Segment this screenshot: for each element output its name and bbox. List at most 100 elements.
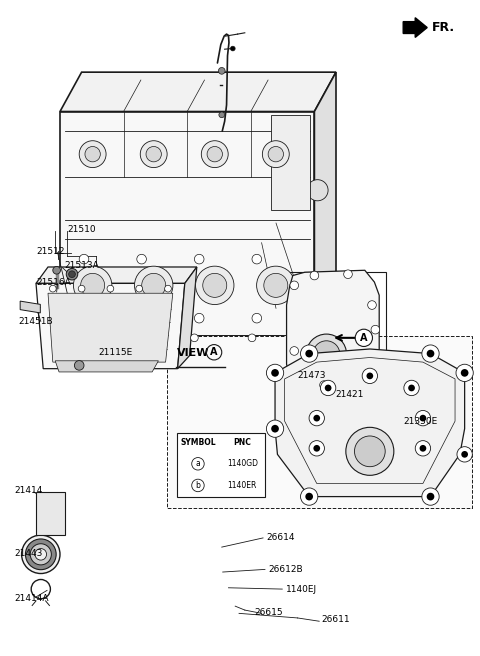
Circle shape	[266, 420, 284, 438]
Text: PNC: PNC	[233, 438, 252, 447]
Text: 1140ER: 1140ER	[228, 481, 257, 490]
Circle shape	[461, 369, 468, 377]
Circle shape	[300, 488, 318, 505]
Text: 21516A: 21516A	[36, 277, 71, 287]
Bar	[36, 492, 65, 535]
Bar	[288, 272, 386, 399]
Circle shape	[300, 395, 307, 401]
Circle shape	[415, 441, 431, 456]
Polygon shape	[314, 72, 336, 344]
Text: a: a	[429, 494, 432, 499]
Circle shape	[248, 334, 256, 342]
Circle shape	[194, 314, 204, 323]
Circle shape	[69, 271, 75, 277]
Polygon shape	[36, 283, 185, 369]
Circle shape	[257, 266, 295, 304]
Circle shape	[362, 368, 377, 384]
Circle shape	[457, 447, 472, 462]
Text: a: a	[273, 371, 277, 375]
Circle shape	[218, 68, 225, 74]
Circle shape	[79, 141, 106, 167]
Circle shape	[422, 345, 439, 362]
Polygon shape	[48, 293, 173, 362]
Circle shape	[165, 285, 171, 292]
Polygon shape	[55, 361, 158, 372]
Circle shape	[66, 268, 78, 280]
Circle shape	[368, 300, 376, 310]
Text: a: a	[463, 371, 467, 375]
Circle shape	[271, 425, 279, 432]
Circle shape	[271, 369, 279, 377]
Circle shape	[290, 346, 299, 356]
Circle shape	[137, 314, 146, 323]
Circle shape	[49, 285, 56, 292]
Text: VIEW: VIEW	[177, 348, 209, 358]
Text: a: a	[195, 459, 200, 468]
Circle shape	[320, 380, 328, 390]
Circle shape	[420, 445, 426, 452]
Circle shape	[311, 375, 328, 392]
Text: b: b	[421, 446, 425, 451]
Polygon shape	[178, 267, 197, 369]
Circle shape	[133, 334, 141, 342]
Text: FR.: FR.	[432, 21, 455, 34]
Circle shape	[78, 285, 85, 292]
Circle shape	[305, 493, 313, 501]
Text: SYMBOL: SYMBOL	[180, 438, 216, 447]
Circle shape	[203, 274, 227, 297]
Text: b: b	[315, 416, 319, 420]
Circle shape	[427, 493, 434, 501]
Circle shape	[107, 285, 114, 292]
Circle shape	[310, 271, 319, 280]
Circle shape	[81, 274, 105, 297]
Circle shape	[195, 266, 234, 304]
Circle shape	[344, 270, 352, 279]
Circle shape	[268, 146, 284, 162]
Circle shape	[456, 364, 473, 382]
Circle shape	[79, 255, 89, 264]
Circle shape	[35, 548, 47, 560]
Circle shape	[309, 411, 324, 426]
Text: A: A	[210, 347, 218, 358]
Circle shape	[309, 441, 324, 456]
Text: a: a	[273, 426, 277, 431]
Circle shape	[365, 369, 374, 379]
Circle shape	[355, 329, 372, 346]
Text: b: b	[315, 446, 319, 451]
Text: a: a	[429, 351, 432, 356]
Circle shape	[305, 350, 313, 358]
FancyArrow shape	[403, 18, 427, 37]
Circle shape	[427, 350, 434, 358]
Text: a: a	[307, 351, 311, 356]
Circle shape	[25, 539, 56, 569]
Text: 21350E: 21350E	[403, 417, 437, 426]
Text: 1140EJ: 1140EJ	[286, 584, 317, 594]
Circle shape	[404, 380, 419, 396]
Circle shape	[306, 334, 347, 375]
Text: 26611: 26611	[322, 615, 350, 625]
Circle shape	[300, 345, 318, 362]
Circle shape	[30, 544, 51, 565]
Circle shape	[191, 334, 198, 342]
Circle shape	[201, 141, 228, 167]
Circle shape	[230, 46, 235, 51]
Circle shape	[422, 488, 439, 505]
Circle shape	[306, 334, 313, 342]
Bar	[167, 336, 472, 508]
Text: 1140GD: 1140GD	[227, 459, 258, 468]
Circle shape	[461, 451, 468, 458]
Circle shape	[219, 112, 225, 117]
Circle shape	[73, 266, 112, 304]
Text: 21115E: 21115E	[98, 348, 132, 357]
Circle shape	[371, 325, 380, 334]
Text: a: a	[307, 494, 311, 499]
Text: b: b	[195, 481, 200, 490]
Circle shape	[408, 384, 415, 392]
Text: 21513A: 21513A	[65, 261, 99, 270]
Circle shape	[146, 146, 161, 162]
Circle shape	[53, 266, 60, 274]
Circle shape	[194, 255, 204, 264]
Text: 26614: 26614	[266, 533, 295, 543]
Text: 21421: 21421	[335, 390, 363, 400]
Circle shape	[354, 436, 385, 466]
